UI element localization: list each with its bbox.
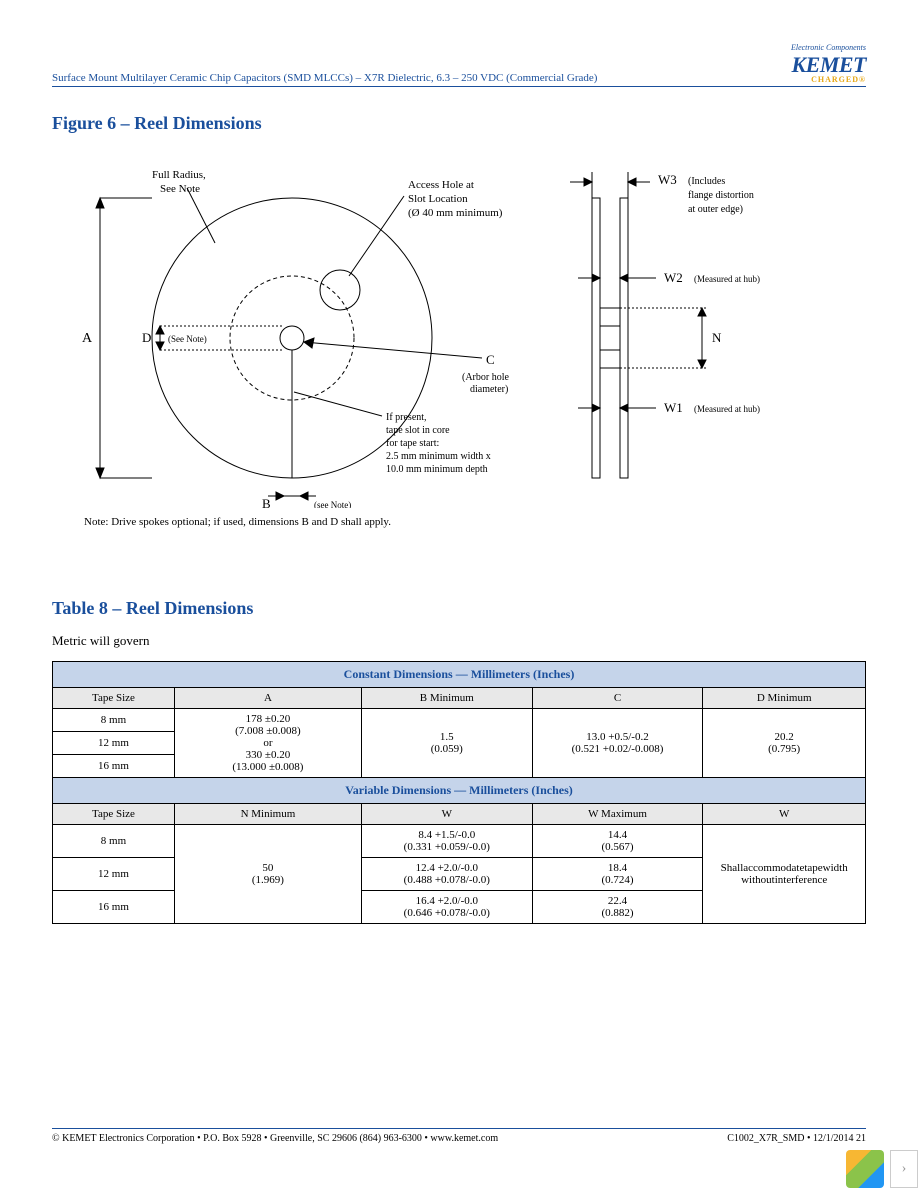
table-band-constant: Constant Dimensions — Millimeters (Inche… [53,662,866,688]
nav-logo-icon[interactable] [846,1150,884,1188]
reel-diagram: Full Radius, See Note Access Hole at Slo… [52,148,862,508]
col-tape-size: Tape Size [53,688,175,709]
col-C: C [532,688,703,709]
next-page-button[interactable]: › [890,1150,918,1188]
col-W: W [361,804,532,825]
label-B-note: (see Note) [314,500,351,508]
kemet-logo: Electronic Components KEMET CHARGED® [791,44,866,84]
col-Wnote: W [703,804,866,825]
label-access-hole-1: Access Hole at [408,179,474,191]
label-tape-4: 2.5 mm minimum width x [386,451,491,462]
label-C-sub2: diameter) [470,384,508,395]
label-N: N [712,330,722,345]
label-access-hole-2: Slot Location [408,193,468,205]
label-W3-sub1: (Includes [688,176,725,187]
label-see-note: See Note [160,183,200,195]
col-Wmax: W Maximum [532,804,703,825]
label-tape-2: tape slot in core [386,425,450,436]
label-full-radius: Full Radius, [152,169,206,181]
label-W3-sub2: flange distortion [688,190,754,201]
col-D: D Minimum [703,688,866,709]
label-W3-sub3: at outer edge) [688,204,743,215]
header-title: Surface Mount Multilayer Ceramic Chip Ca… [52,72,597,84]
label-D-note: (See Note) [168,334,207,344]
col-B: B Minimum [361,688,532,709]
label-W2-sub: (Measured at hub) [694,274,760,284]
label-D: D [142,330,151,345]
figure-note: Note: Drive spokes optional; if used, di… [84,516,866,528]
label-C-sub1: (Arbor hole [462,372,509,383]
table-row: 8 mm 178 ±0.20 (7.008 ±0.008) or 330 ±0.… [53,709,866,732]
label-W1: W1 [664,400,683,415]
page-footer: © KEMET Electronics Corporation • P.O. B… [52,1128,866,1144]
label-tape-5: 10.0 mm minimum depth [386,464,488,475]
logo-charged: CHARGED® [791,76,866,84]
footer-right: C1002_X7R_SMD • 12/1/2014 21 [727,1133,866,1144]
figure-heading: Figure 6 – Reel Dimensions [52,113,866,134]
col-tape-size-2: Tape Size [53,804,175,825]
logo-tagline: Electronic Components [791,44,866,52]
page-header: Surface Mount Multilayer Ceramic Chip Ca… [52,44,866,87]
label-W3: W3 [658,172,677,187]
chevron-right-icon: › [902,1161,907,1177]
label-W2: W2 [664,270,683,285]
reel-dimensions-table: Constant Dimensions — Millimeters (Inche… [52,661,866,924]
label-access-hole-3: (Ø 40 mm minimum) [408,207,503,219]
table-row: 8 mm 50 (1.969) 8.4 +1.5/-0.0 (0.331 +0.… [53,825,866,858]
label-C: C [486,352,495,367]
footer-left: © KEMET Electronics Corporation • P.O. B… [52,1133,498,1144]
label-tape-1: If present, [386,412,427,423]
label-B: B [262,496,271,508]
label-tape-3: for tape start: [386,438,439,449]
label-W1-sub: (Measured at hub) [694,404,760,414]
table-heading: Table 8 – Reel Dimensions [52,598,866,619]
col-A: A [174,688,361,709]
logo-name: KEMET [791,52,866,77]
table-band-variable: Variable Dimensions — Millimeters (Inche… [53,778,866,804]
col-N: N Minimum [174,804,361,825]
page-navigation: › [846,1150,918,1188]
table-subtitle: Metric will govern [52,633,866,649]
label-A: A [82,331,93,346]
